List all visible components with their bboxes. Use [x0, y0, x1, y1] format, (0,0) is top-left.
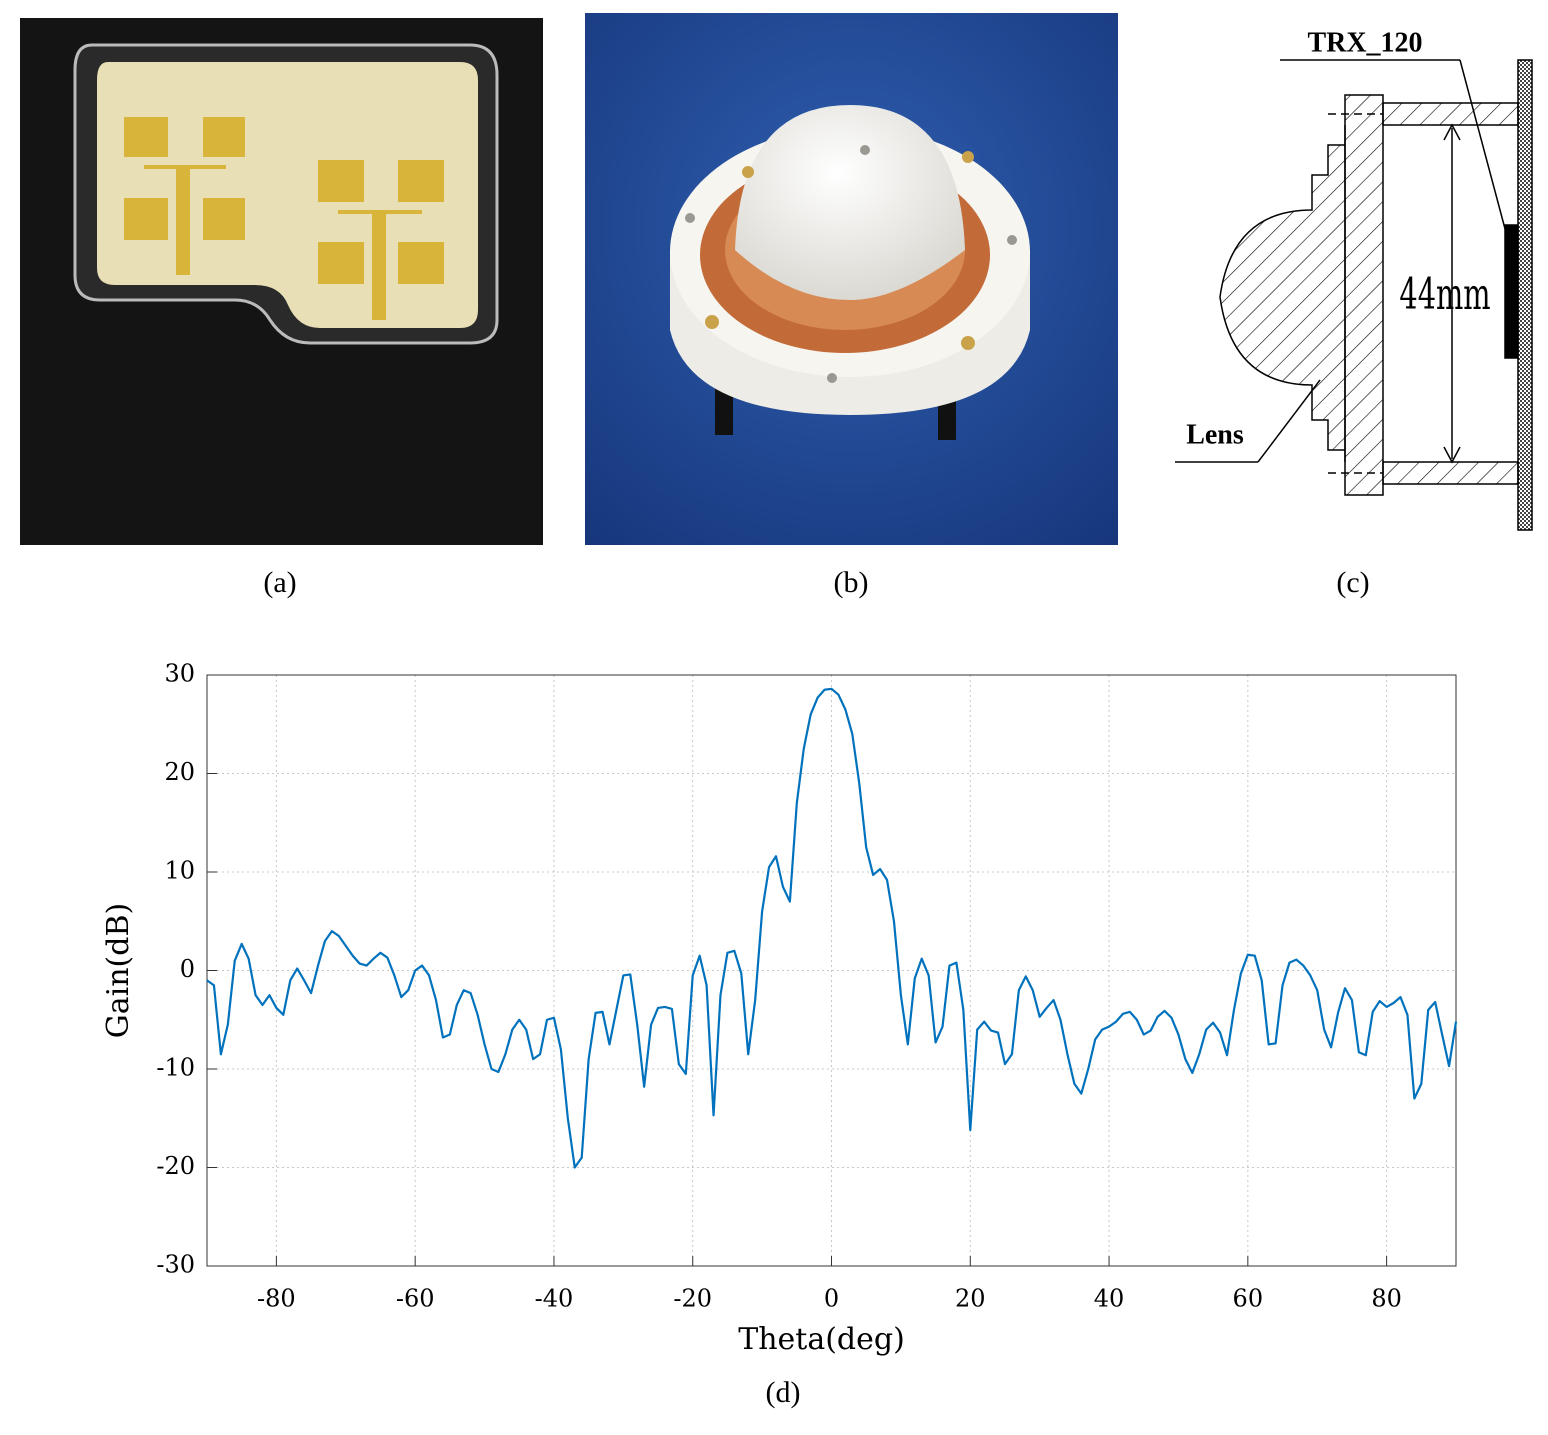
panel-caption: (c) [1336, 566, 1369, 599]
panel-caption: (b) [834, 566, 869, 599]
panel-caption: (d) [766, 1376, 801, 1409]
data-line [206, 687, 1458, 1169]
x-tick-label: -80 [257, 1285, 296, 1313]
x-tick-label: -40 [535, 1285, 574, 1313]
x-axis-label: Theta(deg) [738, 1322, 905, 1357]
diagram-label: 44mm [1399, 269, 1490, 320]
diagram-label: TRX_120 [1307, 27, 1422, 58]
y-tick-label: -20 [156, 1152, 195, 1180]
y-tick-label: -10 [156, 1054, 195, 1082]
x-tick-label: -60 [396, 1285, 435, 1313]
y-tick-label: 30 [164, 660, 195, 688]
y-axis-label: Gain(dB) [101, 903, 136, 1038]
y-tick-label: 0 [180, 955, 195, 983]
x-tick-label: -20 [673, 1285, 712, 1313]
photo-b [585, 13, 1118, 545]
x-tick-label: 80 [1371, 1285, 1402, 1313]
panel-caption: (a) [263, 566, 296, 599]
y-tick-label: -30 [156, 1251, 195, 1279]
x-tick-label: 0 [824, 1285, 839, 1313]
y-tick-label: 10 [164, 857, 195, 885]
diagram-c [1175, 59, 1533, 531]
y-tick-label: 20 [164, 758, 195, 786]
chart: -30 -20 -10 0 10 20 30 -80 -60 -40 -20 0 20 40 60 80 The… [101, 660, 1458, 1357]
x-tick-label: 60 [1233, 1285, 1264, 1313]
photo-a [20, 18, 543, 545]
plot-frame [206, 674, 1457, 1267]
x-tick-label: 20 [955, 1285, 986, 1313]
x-tick-label: 40 [1094, 1285, 1125, 1313]
diagram-label: Lens [1186, 419, 1244, 450]
